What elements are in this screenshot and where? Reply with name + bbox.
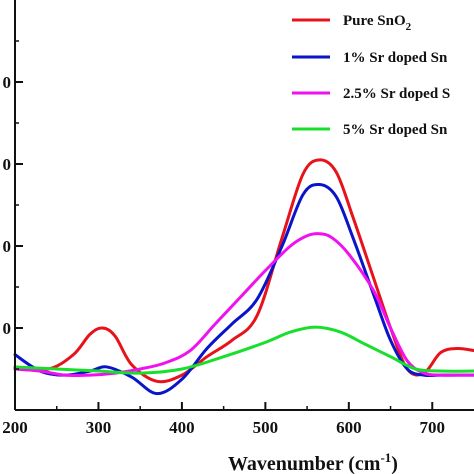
- x-tick-label-500: 500: [253, 418, 279, 437]
- legend-label-2: 1% Sr doped Sn: [343, 50, 448, 66]
- x-tick-label-600: 600: [336, 418, 362, 437]
- x-tick-label-400: 400: [169, 418, 195, 437]
- x-tick-label-300: 300: [86, 418, 112, 437]
- y-tick-label-4: 0: [3, 73, 12, 92]
- series-line-3: [13, 232, 474, 378]
- y-tick-label-2: 0: [3, 237, 12, 256]
- legend-label-4: 5% Sr doped Sn: [343, 122, 448, 138]
- x-tick-label-700: 700: [420, 418, 446, 437]
- x-axis-title: Wavenumber (cm-1): [228, 450, 398, 474]
- series-line-4: [13, 325, 474, 375]
- series-line-2: [13, 182, 474, 396]
- legend-label-3: 2.5% Sr doped S: [343, 86, 450, 102]
- y-tick-label-3: 0: [3, 155, 12, 174]
- legend-label-1: Pure SnO2: [343, 13, 412, 33]
- y-tick-label-1: 0: [3, 319, 12, 338]
- x-tick-label-200: 200: [2, 418, 28, 437]
